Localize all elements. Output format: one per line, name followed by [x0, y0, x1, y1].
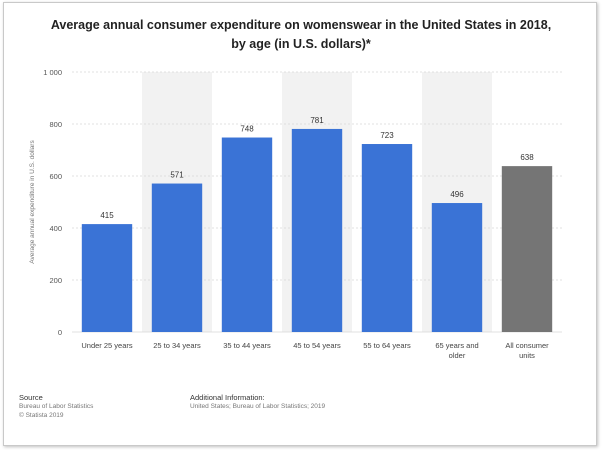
- x-tick-label: older: [449, 351, 466, 360]
- data-label: 571: [170, 171, 184, 180]
- data-label: 496: [450, 190, 464, 199]
- bar: [151, 183, 203, 332]
- bar: [81, 224, 133, 332]
- bar: [431, 203, 483, 332]
- y-tick-label: 400: [49, 224, 62, 233]
- y-tick-label: 600: [49, 172, 62, 181]
- y-tick-label: 1 000: [43, 68, 62, 77]
- x-tick-label: 45 to 54 years: [293, 341, 341, 350]
- x-tick-label: units: [519, 351, 535, 360]
- data-label: 638: [520, 153, 534, 162]
- x-tick-label: All consumer: [505, 341, 549, 350]
- chart-title-line-2: by age (in U.S. dollars)*: [231, 37, 371, 51]
- source-line-2: © Statista 2019: [19, 412, 64, 419]
- x-tick-label: 65 years and: [435, 341, 478, 350]
- x-tick-label: 55 to 64 years: [363, 341, 411, 350]
- source-block: Source Bureau of Labor Statistics © Stat…: [19, 393, 93, 420]
- y-tick-label: 200: [49, 276, 62, 285]
- additional-info-label: Additional Information:: [190, 393, 265, 402]
- data-label: 723: [380, 131, 394, 140]
- x-tick-label: 35 to 44 years: [223, 341, 271, 350]
- y-tick-label: 0: [58, 328, 62, 337]
- x-tick-label: 25 to 34 years: [153, 341, 201, 350]
- additional-info-block: Additional Information: United States; B…: [190, 393, 325, 411]
- bar: [221, 137, 273, 332]
- y-tick-label: 800: [49, 120, 62, 129]
- data-label: 748: [240, 125, 254, 134]
- x-tick-label: Under 25 years: [81, 341, 133, 350]
- chart-title: Average annual consumer expenditure on w…: [0, 16, 602, 54]
- y-axis-title: Average annual expenditure in U.S. dolla…: [29, 140, 36, 264]
- source-line-1: Bureau of Labor Statistics: [19, 403, 94, 410]
- bar: [501, 166, 553, 332]
- chart-title-line-1: Average annual consumer expenditure on w…: [50, 18, 552, 32]
- data-label: 781: [310, 116, 324, 125]
- source-label: Source: [19, 393, 43, 402]
- bar: [291, 128, 343, 332]
- additional-info-line-1: United States; Bureau of Labor Statistic…: [190, 403, 326, 410]
- bar: [361, 144, 413, 332]
- data-label: 415: [100, 211, 114, 220]
